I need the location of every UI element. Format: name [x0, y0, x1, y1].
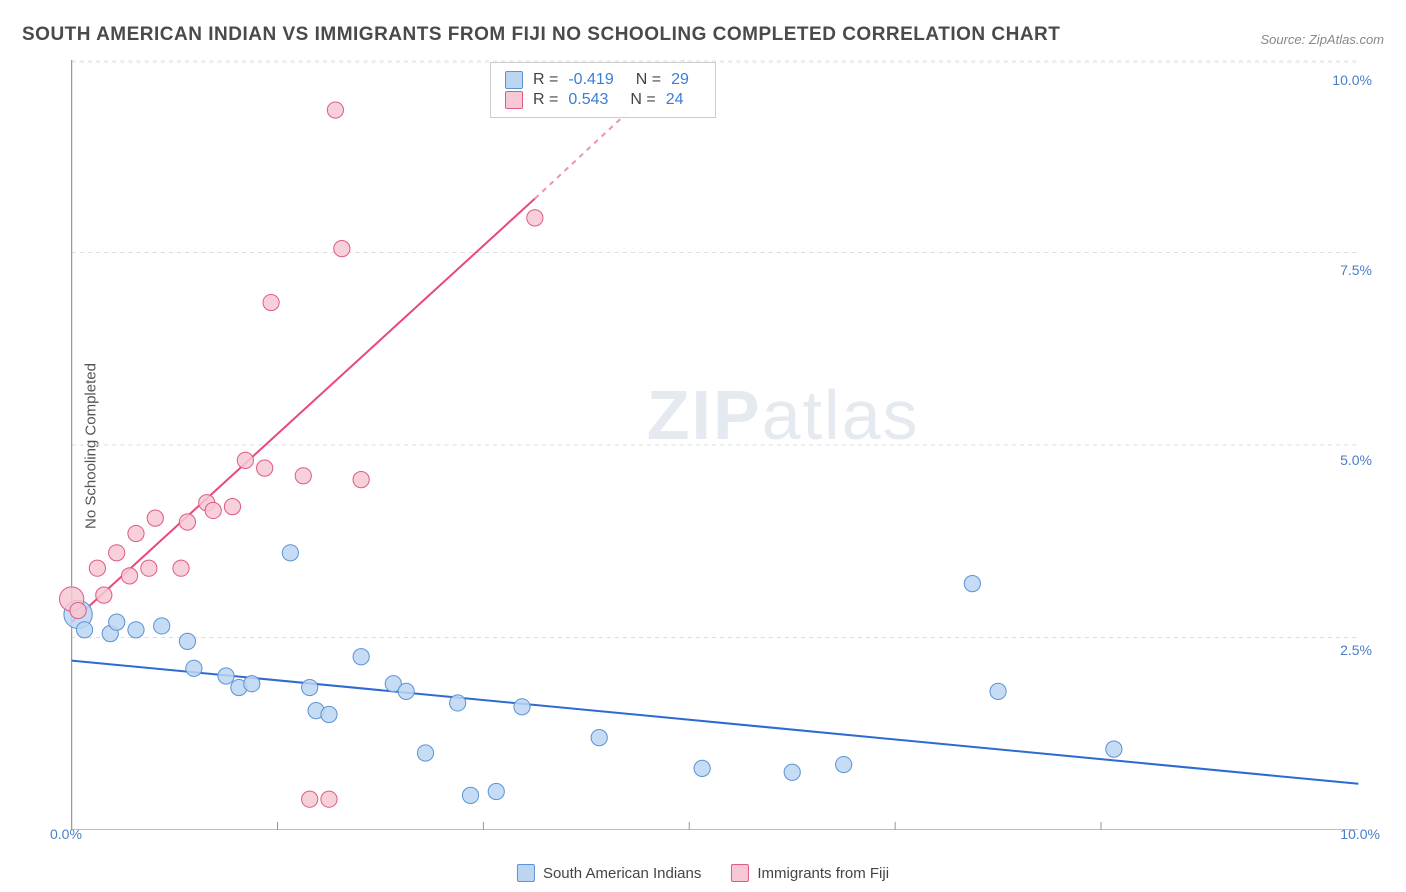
y-tick-label: 5.0% [1340, 452, 1372, 468]
legend-item-1: South American Indians [517, 864, 701, 882]
n-label: N = [630, 91, 655, 109]
legend-label-1: South American Indians [543, 865, 701, 882]
r-value-1: -0.419 [568, 71, 613, 89]
r-label: R = [533, 71, 558, 89]
n-label: N = [636, 71, 661, 89]
legend-swatch-2 [731, 864, 749, 882]
chart-title: SOUTH AMERICAN INDIAN VS IMMIGRANTS FROM… [22, 24, 1060, 46]
y-tick-label: 2.5% [1340, 642, 1372, 658]
legend-swatch-1 [517, 864, 535, 882]
legend-item-2: Immigrants from Fiji [731, 864, 889, 882]
scatter-plot-svg [50, 60, 1380, 830]
r-value-2: 0.543 [568, 91, 608, 109]
x-tick-label: 10.0% [1340, 826, 1380, 842]
corr-swatch-2 [505, 91, 523, 109]
n-value-1: 29 [671, 71, 689, 89]
r-label: R = [533, 91, 558, 109]
corr-row-2: R = 0.543 N = 24 [505, 91, 701, 109]
bottom-legend: South American Indians Immigrants from F… [517, 864, 889, 882]
x-tick-label: 0.0% [50, 826, 82, 842]
n-value-2: 24 [666, 91, 684, 109]
chart-area: 2.5%5.0%7.5%10.0%0.0%10.0% [50, 60, 1380, 830]
legend-label-2: Immigrants from Fiji [757, 865, 889, 882]
source-attribution: Source: ZipAtlas.com [1260, 32, 1384, 47]
y-tick-label: 10.0% [1332, 72, 1372, 88]
corr-row-1: R = -0.419 N = 29 [505, 71, 701, 89]
correlation-box: R = -0.419 N = 29 R = 0.543 N = 24 [490, 62, 716, 118]
y-tick-label: 7.5% [1340, 262, 1372, 278]
corr-swatch-1 [505, 71, 523, 89]
